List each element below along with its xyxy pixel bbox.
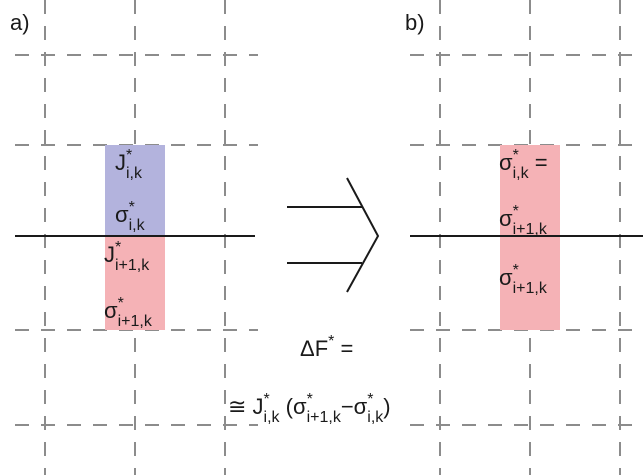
symbol: = <box>529 150 548 175</box>
superscript: * <box>118 295 124 312</box>
symbol: −σ <box>341 394 368 419</box>
symbol: σ <box>499 150 513 175</box>
superscript: * <box>126 147 132 164</box>
superscript: * <box>513 262 519 279</box>
equation-rhs: ≅ J* i,k (σ* i+1,k−σ* i,k) <box>228 391 391 426</box>
symbol: J <box>115 150 126 175</box>
superscript: * <box>513 147 519 164</box>
superscript: * <box>115 239 121 256</box>
subscript: i+1,k <box>513 221 548 238</box>
cell-pink <box>500 145 560 330</box>
cell-label: σ* i+1,k <box>499 203 548 238</box>
cell-label: J* i+1,k <box>104 239 150 274</box>
cell-label: σ* i+1,k <box>499 262 548 297</box>
cell-label: J* i,k <box>115 147 143 182</box>
symbol: σ <box>104 298 118 323</box>
cell-pink <box>105 236 165 330</box>
superscript: * <box>264 391 270 408</box>
arrow <box>287 177 380 293</box>
subscript: i+1,k <box>307 409 342 426</box>
panel-label: b) <box>405 10 425 35</box>
subscript: i,k <box>126 165 143 182</box>
subscript: i,k <box>367 409 384 426</box>
subscript: i+1,k <box>115 257 150 274</box>
subscript: i,k <box>513 165 530 182</box>
symbol: ) <box>383 394 390 419</box>
cell-label: σ* i+1,k <box>104 295 153 330</box>
superscript: * <box>328 333 334 350</box>
subscript: i,k <box>264 409 281 426</box>
symbol: (σ <box>280 394 307 419</box>
superscript: * <box>367 391 373 408</box>
subscript: i+1,k <box>513 280 548 297</box>
symbol: ΔF <box>300 336 328 361</box>
symbol: ≅ J <box>228 394 264 419</box>
superscript: * <box>129 199 135 216</box>
symbol: J <box>104 242 115 267</box>
arrow-head <box>346 177 380 293</box>
symbol: σ <box>115 202 129 227</box>
superscript: * <box>307 391 313 408</box>
equation-lhs: ΔF* = <box>300 333 353 361</box>
panel-label: a) <box>10 10 30 35</box>
symbol: = <box>334 336 353 361</box>
cell-label: σ* i,k = <box>499 147 548 182</box>
cell-blue <box>105 145 165 236</box>
symbol: σ <box>499 206 513 231</box>
subscript: i,k <box>129 217 146 234</box>
superscript: * <box>513 203 519 220</box>
subscript: i+1,k <box>118 313 153 330</box>
symbol: σ <box>499 265 513 290</box>
cell-label: σ* i,k <box>115 199 146 234</box>
